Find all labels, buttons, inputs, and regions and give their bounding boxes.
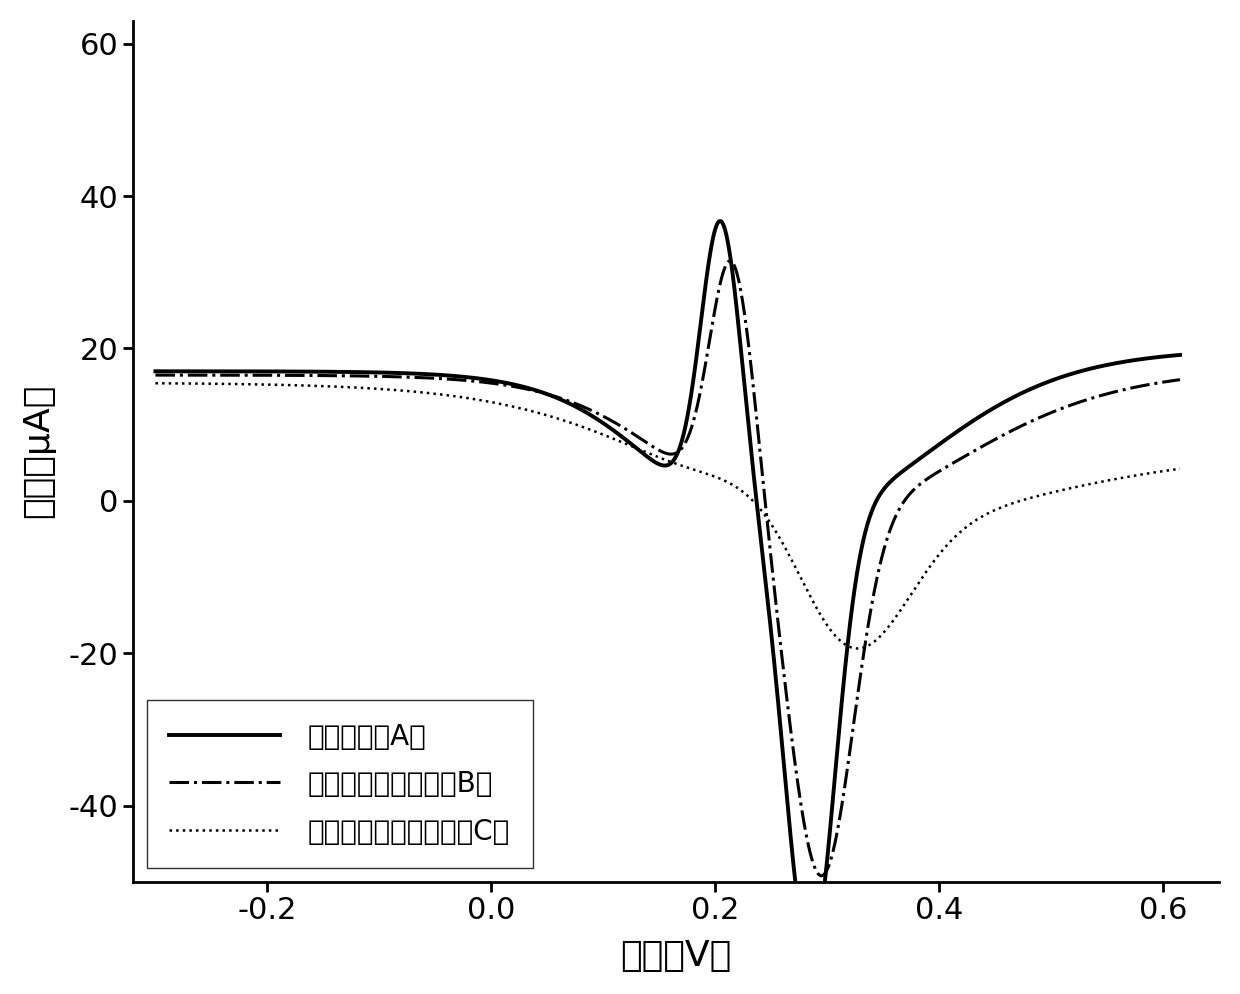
非分子印迹传感电极（C）	[541, 410, 556, 421]
裸玻电极（A）	[713, 215, 728, 227]
非分子印迹传感电极（C）	[148, 378, 162, 390]
非分子印迹传感电极（C）	[1153, 465, 1168, 477]
非分子印迹传感电极（C）	[1043, 487, 1058, 499]
非分子印迹传感电极（C）	[326, 381, 341, 393]
分子印迹传感电极（B）	[813, 870, 828, 882]
Line: 分子印迹传感电极（B）: 分子印迹传感电极（B）	[155, 261, 1180, 876]
分子印迹传感电极（B）	[585, 406, 600, 417]
非分子印迹传感电极（C）	[585, 424, 600, 436]
分子印迹传感电极（B）	[148, 369, 162, 381]
分子印迹传感电极（B）	[1173, 374, 1188, 386]
分子印迹传感电极（B）	[1153, 377, 1168, 389]
X-axis label: 电压（V）: 电压（V）	[620, 939, 732, 973]
裸玻电极（A）	[1173, 349, 1188, 361]
分子印迹传感电极（B）	[1043, 408, 1058, 419]
裸玻电极（A）	[148, 366, 162, 378]
非分子印迹传感电极（C）	[1173, 463, 1188, 475]
裸玻电极（A）	[802, 948, 817, 960]
裸玻电极（A）	[541, 389, 556, 401]
非分子印迹传感电极（C）	[851, 642, 866, 654]
裸玻电极（A）	[585, 411, 600, 422]
非分子印迹传感电极（C）	[265, 379, 280, 391]
Legend: 裸玻电极（A）, 分子印迹传感电极（B）, 非分子印迹传感电极（C）: 裸玻电极（A）, 分子印迹传感电极（B）, 非分子印迹传感电极（C）	[148, 701, 532, 868]
分子印迹传感电极（B）	[265, 370, 280, 382]
裸玻电极（A）	[1153, 351, 1168, 363]
分子印迹传感电极（B）	[723, 255, 738, 267]
Y-axis label: 电流（μA）: 电流（μA）	[21, 384, 55, 519]
裸玻电极（A）	[265, 366, 280, 378]
分子印迹传感电极（B）	[541, 389, 556, 401]
Line: 裸玻电极（A）: 裸玻电极（A）	[155, 221, 1180, 954]
裸玻电极（A）	[1043, 375, 1058, 387]
裸玻电极（A）	[326, 366, 341, 378]
分子印迹传感电极（B）	[326, 370, 341, 382]
Line: 非分子印迹传感电极（C）: 非分子印迹传感电极（C）	[155, 384, 1180, 648]
